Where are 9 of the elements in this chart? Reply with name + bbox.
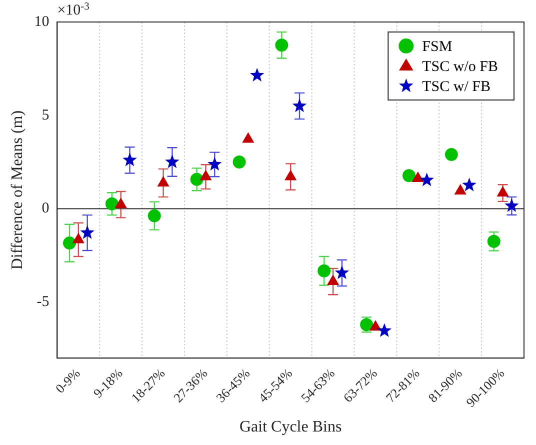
y-tick-label: 0 bbox=[42, 200, 50, 217]
y-tick-label: -5 bbox=[36, 294, 50, 310]
legend-label: FSM bbox=[422, 38, 452, 55]
legend-label: TSC w/ FB bbox=[422, 78, 490, 95]
y-tick-label: 10 bbox=[34, 14, 50, 30]
y-axis-title: Difference of Means (m) bbox=[8, 110, 26, 270]
legend-label: TSC w/o FB bbox=[422, 58, 498, 75]
x-axis-title: Gait Cycle Bins bbox=[239, 418, 342, 436]
y-tick-label: 5 bbox=[42, 107, 50, 124]
